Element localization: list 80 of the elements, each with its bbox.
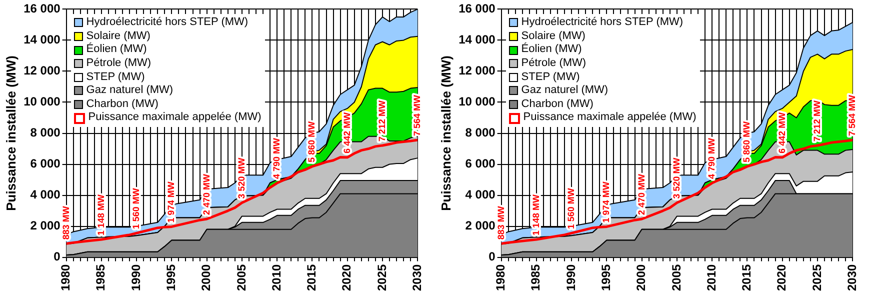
legend-label: Puissance maximale appelée (MW)	[88, 111, 262, 125]
data-label: 1 148 MW	[530, 194, 541, 236]
data-label: 7 212 MW	[376, 100, 387, 142]
y-tick-label: 10 000	[24, 94, 61, 109]
x-tick-label: 2005	[669, 264, 684, 292]
legend-label: Charbon (MW)	[521, 98, 594, 112]
y-tick-label: 16 000	[458, 2, 496, 16]
data-label: 883 MW	[60, 206, 71, 240]
data-label: 1 560 MW	[131, 188, 142, 230]
data-label: 5 860 MW	[306, 120, 317, 162]
x-tick-label: 1980	[494, 264, 508, 292]
x-tick-label: 1990	[564, 264, 578, 292]
y-tick-label: 16 000	[24, 2, 61, 16]
legend-label: Pétrole (MW)	[86, 56, 152, 71]
x-tick-label: 2000	[634, 264, 648, 292]
y-tick-label: 8 000	[30, 126, 61, 140]
legend-label: Éolien (MW)	[521, 43, 582, 57]
x-tick-label: 1985	[94, 264, 108, 292]
x-tick-label: 1990	[128, 264, 143, 292]
data-label: 1 560 MW	[566, 188, 576, 230]
y-tick-label: 4 000	[30, 188, 61, 202]
x-tick-label: 1980	[58, 264, 73, 292]
legend-label: Solaire (MW)	[521, 30, 586, 42]
data-label: 6 442 MW	[342, 112, 352, 154]
y-tick-label: 4 000	[465, 188, 496, 202]
data-label: 3 520 MW	[236, 157, 246, 199]
x-tick-label: 2005	[234, 264, 248, 292]
x-tick-label: 2030	[410, 264, 424, 292]
data-label: 2 470 MW	[201, 173, 212, 216]
legend-label: Gaz naturel (MW)	[86, 84, 174, 98]
legend-label: STEP (MW)	[521, 70, 580, 84]
x-tick-label: 2020	[774, 264, 789, 292]
data-label: 2 470 MW	[636, 173, 646, 216]
y-axis-title: Puissance installée (MW)	[3, 56, 18, 211]
y-tick-label: 6 000	[465, 156, 496, 171]
y-tick-label: 2 000	[465, 218, 496, 233]
y-tick-label: 2 000	[30, 218, 61, 233]
x-tick-label: 1995	[599, 264, 614, 292]
data-label: 7 564 MW	[847, 94, 858, 136]
y-tick-label: 14 000	[24, 32, 61, 47]
legend-label: Solaire (MW)	[86, 30, 150, 42]
x-tick-label: 1985	[528, 264, 543, 292]
y-tick-label: 12 000	[24, 64, 61, 78]
x-tick-label: 2030	[844, 264, 859, 292]
data-label: 1 974 MW	[601, 181, 612, 223]
data-label: 7 564 MW	[412, 94, 422, 136]
data-label: 883 MW	[496, 206, 506, 240]
data-label: 4 790 MW	[706, 138, 717, 180]
x-tick-label: 2020	[340, 264, 354, 292]
x-tick-label: 2015	[304, 264, 319, 292]
legend-label: Gaz naturel (MW)	[521, 84, 608, 98]
data-label: 1 974 MW	[166, 181, 176, 223]
legend-label: Charbon (MW)	[86, 98, 158, 112]
data-label: 1 148 MW	[96, 194, 106, 236]
y-axis-title: Puissance installée (MW)	[438, 56, 454, 211]
data-label: 4 790 MW	[272, 138, 282, 180]
x-tick-label: 2000	[199, 264, 214, 292]
y-tick-label: 14 000	[458, 32, 496, 47]
x-tick-label: 2010	[269, 264, 284, 292]
data-label: 6 442 MW	[776, 112, 787, 154]
y-tick-label: 0	[488, 250, 496, 264]
legend-label: Éolien (MW)	[86, 43, 147, 57]
x-tick-label: 2025	[374, 264, 389, 292]
y-tick-label: 6 000	[30, 156, 61, 171]
x-tick-label: 2025	[810, 264, 824, 292]
y-tick-label: 8 000	[465, 126, 496, 140]
y-tick-label: 0	[54, 250, 61, 264]
y-tick-label: 10 000	[458, 94, 496, 109]
x-tick-label: 1995	[164, 264, 178, 292]
legend-label: Pétrole (MW)	[521, 56, 586, 71]
legend-label: Puissance maximale appelée (MW)	[523, 111, 696, 125]
data-label: 5 860 MW	[742, 120, 752, 162]
data-label: 3 520 MW	[671, 157, 682, 199]
legend-label: Hydroélectricité hors STEP (MW)	[521, 16, 684, 30]
x-tick-label: 2015	[740, 264, 754, 292]
data-label: 7 212 MW	[812, 100, 822, 142]
x-tick-label: 2010	[704, 264, 718, 292]
y-tick-label: 12 000	[458, 64, 496, 78]
legend-label: STEP (MW)	[86, 70, 145, 84]
legend-label: Hydroélectricité hors STEP (MW)	[86, 16, 248, 30]
